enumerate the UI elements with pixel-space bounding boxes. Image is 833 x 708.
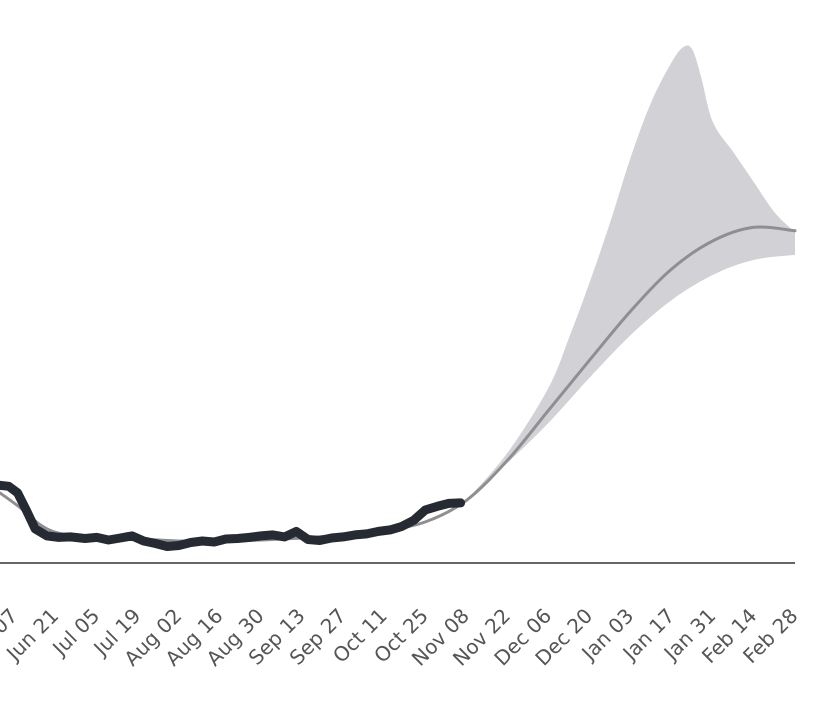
observed-line	[0, 480, 466, 551]
confidence-band-layer	[466, 45, 795, 501]
x-tick-label: Jul 05	[46, 604, 104, 662]
observed-line-layer	[0, 480, 466, 551]
confidence-band-area	[466, 45, 795, 501]
